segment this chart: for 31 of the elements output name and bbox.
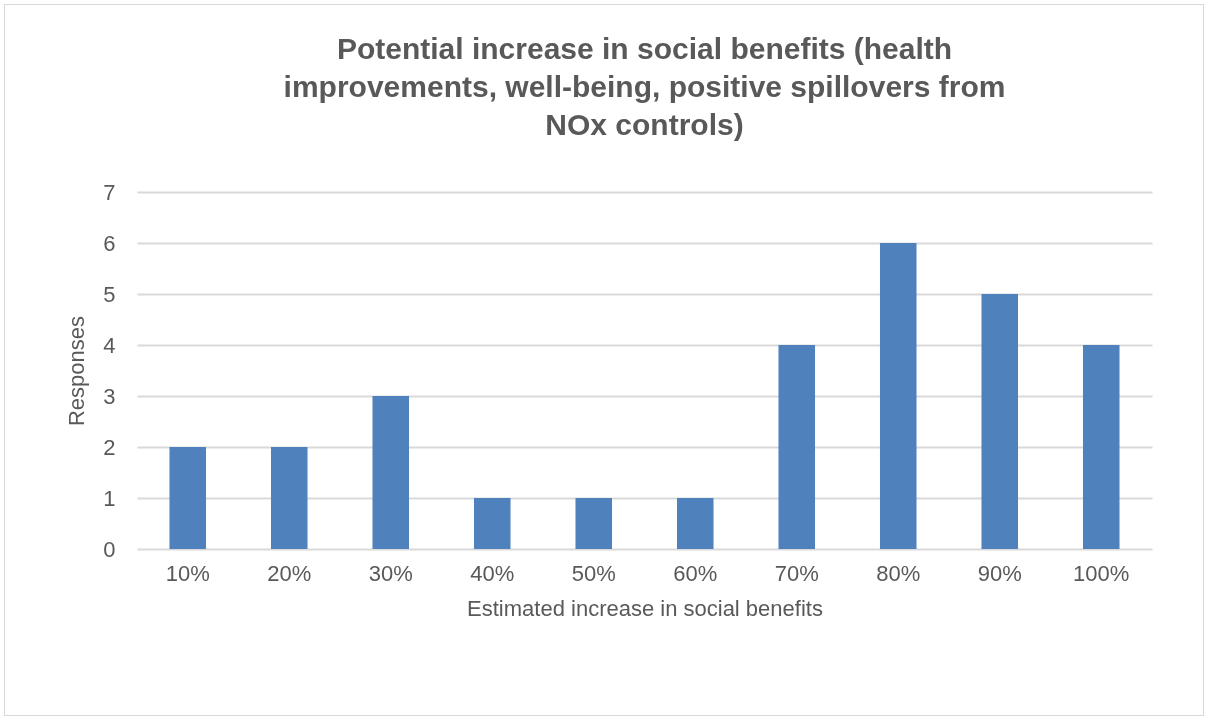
x-tick-label: 100% [1073,560,1130,586]
bar [778,345,816,549]
y-tick-label: 3 [103,383,116,409]
x-tick-label: 90% [977,560,1022,586]
bar [676,498,714,549]
x-tick-label: 80% [876,560,921,586]
bar [473,498,511,549]
x-tick-label: 10% [165,560,210,586]
y-tick-label: 2 [103,434,116,460]
y-tick-label: 7 [103,179,116,205]
x-tick-label: 50% [571,560,616,586]
y-axis-title: Responses [64,315,90,427]
bar [169,447,207,549]
bar [372,396,410,549]
y-tick-label: 4 [103,332,116,358]
y-tick-label: 1 [103,485,116,511]
x-tick-label: 40% [470,560,515,586]
bar [1082,345,1120,549]
bar [270,447,308,549]
y-tick-label: 0 [103,536,116,562]
y-tick-label: 5 [103,281,116,307]
bar [981,294,1019,549]
chart-title: Potential increase in social benefits (health improvements, well-being, positive spillovers from NOx controls) [283,32,1006,141]
bar [879,243,917,549]
y-tick-label: 6 [103,230,116,256]
x-tick-label: 60% [673,560,718,586]
x-tick-label: 30% [368,560,413,586]
x-tick-label: 70% [774,560,819,586]
bar [575,498,613,549]
x-axis-title: Estimated increase in social benefits [467,595,823,621]
x-tick-label: 20% [267,560,312,586]
